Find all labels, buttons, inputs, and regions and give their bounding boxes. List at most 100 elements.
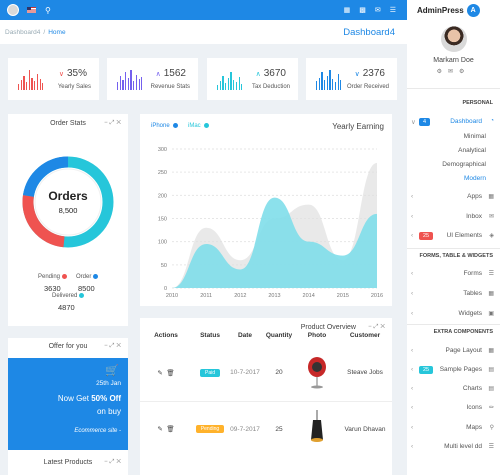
minimize-icon[interactable]: − bbox=[104, 459, 110, 465]
chevron-left-icon: ‹ bbox=[411, 347, 414, 354]
sidebar-item-multi-level[interactable]: ‹ Multi level dd ☰ bbox=[411, 443, 494, 450]
legend-pending: Pending bbox=[38, 274, 68, 280]
area-chart: 0 50 100 150 200 250 300 2010 2011 2012 2013 2014 20… bbox=[158, 147, 383, 299]
sparkline-bar bbox=[332, 79, 334, 90]
layout-icon: ▦ bbox=[488, 348, 494, 354]
sparkline-bar bbox=[222, 76, 224, 90]
minimize-icon[interactable]: − bbox=[104, 343, 110, 349]
customer-cell: Steave Jobs bbox=[347, 369, 383, 377]
sidebar-sub-demographical[interactable]: Demographical bbox=[442, 161, 486, 168]
sidebar-item-maps[interactable]: ‹ Maps ⚲ bbox=[411, 424, 494, 431]
sidebar-item-tables[interactable]: ‹ Tables ▦ bbox=[411, 290, 494, 297]
breadcrumb: Dashboard4/Home bbox=[5, 28, 66, 36]
sparkline-bar bbox=[117, 82, 119, 90]
apps-icon: ▦ bbox=[488, 194, 494, 200]
chart-icon: ▤ bbox=[488, 386, 494, 392]
section-extra: EXTRA COMPONENTS bbox=[433, 329, 493, 335]
offer-footer[interactable]: Ecommerce site - bbox=[74, 428, 121, 434]
yearly-earning-card: iPhone iMac Yearly Earning 0 50 100 150 200 2… bbox=[140, 114, 392, 306]
sidebar-item-inbox[interactable]: ‹ Inbox ✉ bbox=[411, 213, 494, 220]
close-icon[interactable]: ✕ bbox=[116, 120, 123, 126]
sidebar-sub-minimal[interactable]: Minimal bbox=[463, 133, 486, 140]
sidebar-item-widgets[interactable]: ‹ Widgets ▣ bbox=[411, 310, 494, 317]
edit-icon[interactable]: ✎ bbox=[157, 369, 163, 377]
sidebar-item-page-layout[interactable]: ‹ Page Layout ▦ bbox=[411, 347, 494, 354]
close-icon[interactable]: ✕ bbox=[116, 459, 123, 465]
sparkline-bar bbox=[39, 79, 41, 90]
sparkline-bar bbox=[119, 76, 121, 90]
legend-value: 3630 bbox=[44, 284, 61, 293]
sidebar-item-apps[interactable]: ‹ Apps ▦ bbox=[411, 193, 494, 200]
sidebar-item-sample-pages[interactable]: ‹ 25 Sample Pages ▤ bbox=[411, 366, 494, 374]
badge: 4 bbox=[419, 118, 431, 126]
offer-date: 25th Jan bbox=[96, 380, 121, 387]
sidebar-item-dashboard[interactable]: ∨ 4 Dashboard ◔ bbox=[411, 118, 494, 126]
gear-icon[interactable]: ⚙ bbox=[459, 69, 471, 75]
brush-icon: ✏ bbox=[488, 405, 494, 411]
expand-icon[interactable]: ⤢ bbox=[109, 120, 117, 126]
sparkline-bar bbox=[316, 81, 318, 90]
section-personal: PERSONAL bbox=[462, 100, 493, 106]
topbar: ⚲ ▦ ▩ ✉ ☰ bbox=[0, 0, 407, 20]
sidebar-item-ui-elements[interactable]: ‹ 25 UI Elements ◈ bbox=[411, 232, 494, 240]
table-icon: ▦ bbox=[488, 291, 494, 297]
chevron-left-icon: ‹ bbox=[411, 404, 414, 411]
sparkline-bar bbox=[127, 78, 129, 90]
stat-value: 1562 bbox=[163, 68, 186, 79]
sparkline-bar bbox=[42, 83, 44, 90]
menu-icon[interactable]: ☰ bbox=[389, 7, 396, 14]
quantity-cell: 20 bbox=[275, 369, 283, 377]
cart-icon: 🛒 bbox=[105, 365, 119, 377]
inbox-icon: ✉ bbox=[488, 214, 494, 220]
widgets-icon: ▣ bbox=[488, 311, 494, 317]
message-icon[interactable]: ✉ bbox=[374, 7, 381, 14]
delete-icon[interactable]: 🗑 bbox=[166, 426, 175, 434]
bell-icon[interactable]: ▩ bbox=[359, 7, 366, 14]
date-cell: 09-7-2017 bbox=[230, 425, 260, 433]
close-icon[interactable]: ✕ bbox=[380, 324, 387, 330]
chevron-left-icon: ‹ bbox=[411, 310, 414, 317]
profile-photo[interactable] bbox=[440, 26, 467, 52]
sparkline-bar bbox=[219, 81, 221, 90]
sidebar-sub-modern[interactable]: Modern bbox=[463, 175, 486, 182]
chevron-left-icon: ‹ bbox=[411, 366, 414, 373]
breadcrumb-root[interactable]: Dashboard4 bbox=[5, 28, 41, 36]
expand-icon[interactable]: ⤢ bbox=[109, 343, 117, 349]
map-pin-icon: ⚲ bbox=[489, 425, 494, 431]
sparkline-bar bbox=[34, 81, 36, 90]
sidebar-item-forms[interactable]: ‹ Forms ☰ bbox=[411, 270, 494, 277]
mail-icon[interactable]: ✉ bbox=[447, 69, 460, 75]
expand-icon[interactable]: ⤢ bbox=[373, 324, 381, 330]
avatar[interactable] bbox=[7, 4, 19, 16]
search-icon[interactable]: ⚲ bbox=[45, 5, 51, 15]
sidebar-sub-analytical[interactable]: Analytical bbox=[458, 147, 486, 154]
sidebar-item-charts[interactable]: ‹ Charts ▤ bbox=[411, 385, 494, 392]
column-header: Date bbox=[237, 332, 253, 339]
legend-order: Order bbox=[76, 274, 99, 280]
profile-name[interactable]: Markarn Doe bbox=[433, 57, 474, 64]
edit-icon[interactable]: ✎ bbox=[157, 426, 163, 434]
us-flag-icon[interactable] bbox=[27, 7, 36, 13]
chevron-left-icon: ‹ bbox=[411, 443, 414, 450]
close-icon[interactable]: ✕ bbox=[116, 343, 123, 349]
grid-icon[interactable]: ▦ bbox=[343, 7, 351, 14]
settings-icon[interactable]: ⚙ bbox=[436, 69, 448, 75]
status-badge: Pending bbox=[195, 425, 225, 434]
x-tick-label: 2014 bbox=[303, 293, 315, 299]
y-tick-label: 50 bbox=[161, 263, 167, 269]
minimize-icon[interactable]: − bbox=[368, 324, 374, 330]
stat-label: Revenue Stats bbox=[150, 84, 190, 90]
sparkline bbox=[117, 68, 143, 90]
sparkline bbox=[316, 68, 342, 90]
offer-card: Offer for you −⤢✕ 🛒 25th Jan Now Get 50%… bbox=[8, 338, 128, 470]
expand-icon[interactable]: ⤢ bbox=[109, 459, 117, 465]
logo[interactable]: AdminPress A bbox=[407, 0, 500, 20]
minimize-icon[interactable]: − bbox=[104, 120, 110, 126]
sidebar-item-icons[interactable]: ‹ Icons ✏ bbox=[411, 404, 494, 411]
arrow-down-icon: ∨ bbox=[354, 71, 360, 78]
profile: Markarn Doe ⚙✉⚙ bbox=[407, 20, 500, 75]
stat-value: 3670 bbox=[263, 68, 286, 79]
x-tick-label: 2013 bbox=[268, 293, 280, 299]
offer-banner[interactable]: 🛒 25th Jan Now Get 50% Off on buy Ecomme… bbox=[8, 358, 128, 450]
delete-icon[interactable]: 🗑 bbox=[166, 369, 175, 377]
